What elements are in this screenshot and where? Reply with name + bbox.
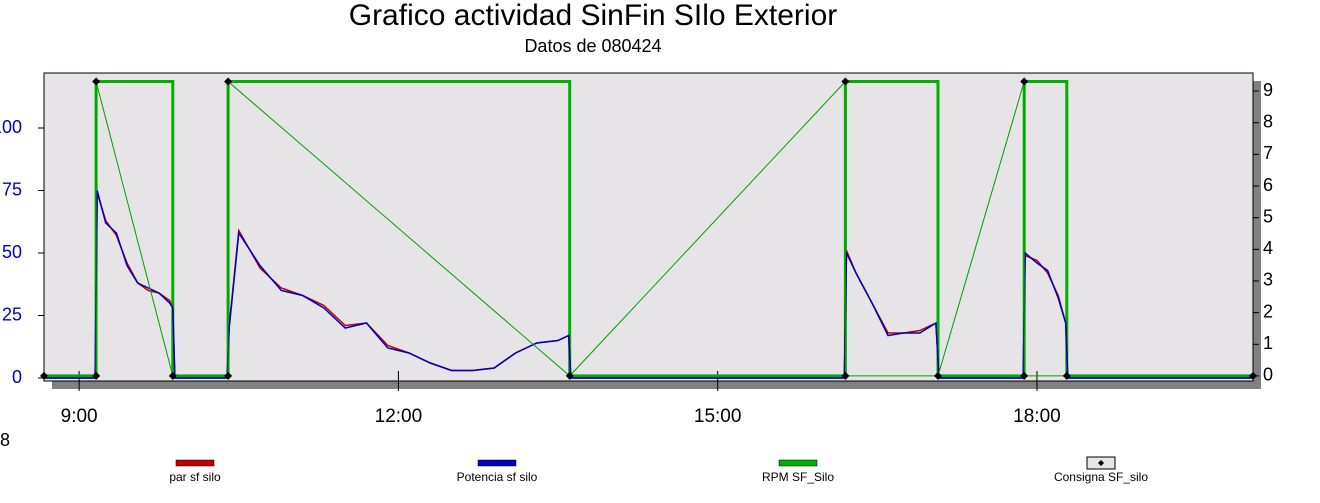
diamond-marker: [841, 371, 850, 380]
legend-label: RPM SF_Silo: [762, 470, 834, 484]
x-tick-label: 12:00: [375, 406, 423, 427]
plot-area: [43, 72, 1254, 382]
y2-tick-label: 0: [1263, 365, 1273, 385]
diamond-marker: [224, 77, 233, 86]
series-line: [44, 80, 1253, 378]
y-tick-label: 100: [0, 117, 22, 137]
y2-tick-label: 8: [1263, 111, 1273, 131]
diamond-marker: [1020, 77, 1029, 86]
legend-swatch: [477, 459, 517, 467]
x-tick-label: 18:00: [1013, 406, 1061, 427]
legend-label: Consigna SF_silo: [1054, 470, 1148, 484]
diamond-marker: [40, 371, 48, 380]
y2-tick-label: 1: [1263, 333, 1273, 353]
diamond-marker: [565, 371, 574, 380]
diamond-marker: [224, 371, 233, 380]
chart-subtitle: Datos de 080424: [524, 36, 661, 56]
y2-tick-label: 5: [1263, 206, 1273, 226]
diamond-marker: [1249, 371, 1257, 380]
diamond-marker: [1020, 371, 1029, 380]
corner-note: 8: [0, 430, 10, 450]
y-tick-label: 0: [12, 367, 22, 387]
series-line: [44, 80, 1253, 377]
diamond-marker: [92, 371, 101, 380]
y2-tick-label: 4: [1263, 238, 1273, 258]
y2-tick-label: 6: [1263, 175, 1273, 195]
y2-tick-label: 9: [1263, 80, 1273, 100]
y2-tick-label: 3: [1263, 270, 1273, 290]
legend-swatch: [1098, 460, 1104, 466]
diamond-marker: [92, 77, 101, 86]
y-tick-label: 75: [2, 179, 22, 199]
legend-swatch: [778, 459, 818, 467]
y2-tick-label: 2: [1263, 301, 1273, 321]
y2-tick-label: 7: [1263, 143, 1273, 163]
diamond-marker: [933, 371, 942, 380]
diamond-marker: [841, 77, 850, 86]
x-tick-label: 9:00: [61, 406, 98, 427]
legend-label: par sf silo: [169, 470, 221, 484]
y-tick-label: 50: [2, 242, 22, 262]
y-tick-label: 25: [2, 304, 22, 324]
diamond-marker: [168, 371, 177, 380]
x-tick-label: 15:00: [694, 406, 742, 427]
diamond-marker: [1062, 371, 1071, 380]
legend-swatch: [175, 459, 215, 467]
legend-label: Potencia sf silo: [457, 470, 538, 484]
chart-title: Grafico actividad SinFin SIlo Exterior: [349, 0, 838, 32]
